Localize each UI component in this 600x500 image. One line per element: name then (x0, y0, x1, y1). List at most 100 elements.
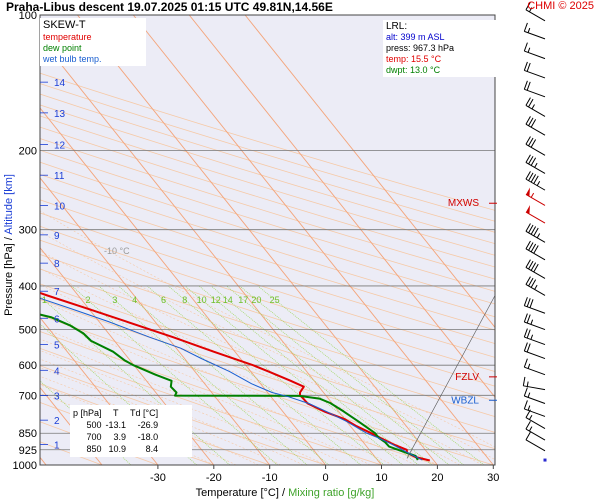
pressure-tick-label: 100 (19, 10, 37, 22)
moist-adiabat (40, 268, 460, 465)
dry-adiabat (40, 126, 495, 268)
barb-flag (529, 299, 534, 308)
barb-flag (525, 420, 531, 430)
lrl-temperature: temp: 15.5 °C (386, 54, 442, 64)
barb-staff (525, 248, 546, 261)
wind-barb (523, 328, 546, 346)
barb-flag (528, 155, 534, 165)
barb-flag (525, 223, 531, 232)
table-cell: 10.9 (108, 444, 127, 454)
barb-flag (528, 172, 534, 181)
barb-staff (525, 284, 546, 296)
barb-flag (526, 329, 531, 339)
barb-flag (525, 276, 531, 285)
barb-half-flag (527, 47, 531, 53)
moist-adiabat (40, 375, 259, 465)
table-cell: 8.4 (145, 444, 159, 454)
table-cell: -26.9 (137, 420, 159, 430)
barb-staff (525, 162, 546, 174)
pressure-tick-label: 925 (19, 445, 37, 457)
barb-staff (525, 123, 546, 136)
barb-half-flag (536, 181, 541, 186)
legend-item-temperature: temperature (43, 32, 92, 42)
dry-adiabat (40, 115, 495, 256)
barb-flag (530, 157, 537, 166)
dry-adiabat (40, 283, 495, 433)
moist-adiabat (40, 299, 416, 465)
altitude-tick-label: 9 (54, 231, 60, 242)
barb-flag (533, 245, 539, 254)
table-cell: 500 (86, 420, 102, 430)
isotherm (40, 177, 271, 465)
altitude-tick-label: 12 (54, 141, 66, 152)
barb-flag (530, 243, 537, 253)
barb-staff (524, 69, 546, 79)
barb-flag (528, 260, 534, 270)
wind-barb (525, 171, 546, 191)
dry-adiabat (40, 72, 495, 211)
barb-half-flag (528, 415, 533, 420)
barb-half-flag (527, 363, 531, 369)
dry-adiabat (40, 161, 495, 305)
wind-barb (525, 259, 546, 279)
barb-half-flag (527, 392, 531, 398)
mixing-ratio-label: 10 (197, 295, 207, 305)
isotherm-label: -20 (23, 215, 36, 225)
series-line-0 (40, 291, 431, 462)
lrl-box: LRL: alt: 399 m ASL press: 967.3 hPa tem… (383, 20, 501, 77)
pressure-tick-label: 300 (19, 225, 37, 237)
barb-staff (525, 104, 546, 117)
x-tick-label: 20 (431, 472, 443, 484)
altitude-tick-label: 13 (54, 109, 66, 120)
barb-half-flag (530, 319, 534, 325)
wind-barb (523, 313, 546, 331)
wind-barb (525, 205, 546, 224)
isotherm-label: -10 °C (104, 246, 130, 256)
level-table-header: p [hPa] T Td [°C] (73, 407, 162, 419)
barb-flag (528, 137, 534, 147)
dry-adiabat (40, 104, 495, 245)
barb-flag (525, 240, 531, 250)
isotherm (244, 15, 495, 329)
barb-staff (524, 321, 546, 331)
legend-box: SKEW-T temperature dew point wet bulb te… (40, 18, 146, 66)
barb-staff (524, 305, 546, 314)
mixing-ratio-label: 17 (238, 295, 248, 305)
barb-half-flag (534, 162, 538, 168)
barb-staff (525, 267, 546, 279)
barb-flag (528, 98, 534, 108)
wind-barb (525, 136, 546, 156)
barb-flag (528, 242, 534, 251)
lrl-reference-line (406, 295, 495, 459)
lrl-title: LRL: (386, 21, 408, 32)
mixing-ratio-label: 20 (251, 295, 261, 305)
isotherm (77, 15, 438, 465)
barb-flag (530, 139, 537, 148)
wind-barb (523, 61, 546, 79)
wind-barb (523, 22, 546, 40)
legend-item-wetbulb: wet bulb temp. (43, 54, 102, 64)
wind-barb (523, 400, 546, 417)
barb-flag (525, 1, 531, 11)
barb-flag (523, 61, 528, 71)
barb-flag (528, 117, 534, 126)
moist-adiabat (40, 367, 282, 465)
dry-adiabat (40, 225, 495, 373)
calm-marker (543, 458, 547, 462)
mixing-ratio-label: 8 (182, 295, 187, 305)
table-row: 850 10.9 8.4 (73, 443, 162, 455)
barb-flag (525, 431, 531, 441)
altitude-tick-label: 5 (54, 341, 60, 352)
mixing-ratio-label: 12 (211, 295, 221, 305)
table-cell: 850 (86, 444, 102, 454)
barb-staff (525, 194, 546, 206)
barb-flag (522, 376, 526, 386)
barb-staff (525, 9, 546, 22)
isotherm (40, 247, 215, 465)
barb-flag (530, 262, 537, 271)
barb-half-flag (528, 426, 533, 432)
mixing-ratio-label: 25 (270, 295, 280, 305)
dry-adiabat (40, 149, 495, 292)
barb-half-flag (528, 7, 533, 13)
barb-staff (525, 439, 546, 452)
